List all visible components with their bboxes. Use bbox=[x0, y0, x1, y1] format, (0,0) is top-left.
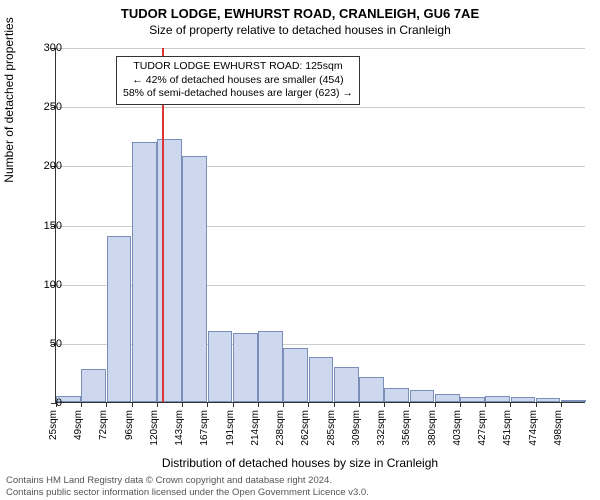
histogram-bar bbox=[81, 369, 106, 402]
xtick-label: 309sqm bbox=[351, 410, 362, 446]
xtick-mark bbox=[157, 402, 158, 407]
xtick-label: 96sqm bbox=[124, 410, 135, 440]
xtick-mark bbox=[561, 402, 562, 407]
y-axis-label: Number of detached properties bbox=[2, 0, 16, 250]
histogram-bar bbox=[258, 331, 283, 402]
xtick-mark bbox=[233, 402, 234, 407]
xtick-label: 403sqm bbox=[452, 410, 463, 446]
histogram-bar bbox=[334, 367, 359, 403]
histogram-bar bbox=[208, 331, 233, 402]
xtick-mark bbox=[334, 402, 335, 407]
footer-line1: Contains HM Land Registry data © Crown c… bbox=[6, 475, 594, 486]
xtick-mark bbox=[308, 402, 309, 407]
annotation-line2: ← 42% of detached houses are smaller (45… bbox=[123, 74, 353, 88]
annotation-box: TUDOR LODGE EWHURST ROAD: 125sqm← 42% of… bbox=[116, 56, 360, 105]
xtick-mark bbox=[182, 402, 183, 407]
ytick-label: 100 bbox=[32, 279, 62, 291]
xtick-label: 427sqm bbox=[477, 410, 488, 446]
xtick-label: 238sqm bbox=[275, 410, 286, 446]
plot-area: 25sqm49sqm72sqm96sqm120sqm143sqm167sqm19… bbox=[55, 48, 585, 403]
xtick-label: 191sqm bbox=[225, 410, 236, 446]
ytick-label: 300 bbox=[32, 42, 62, 54]
xtick-label: 285sqm bbox=[326, 410, 337, 446]
xtick-mark bbox=[81, 402, 82, 407]
xtick-mark bbox=[460, 402, 461, 407]
xtick-label: 380sqm bbox=[427, 410, 438, 446]
xtick-label: 474sqm bbox=[528, 410, 539, 446]
histogram-bar bbox=[182, 156, 207, 402]
histogram-bar bbox=[485, 396, 510, 402]
annotation-line3: 58% of semi-detached houses are larger (… bbox=[123, 87, 353, 101]
annotation-line1: TUDOR LODGE EWHURST ROAD: 125sqm bbox=[123, 60, 353, 74]
histogram-bar bbox=[561, 400, 586, 402]
histogram-bar bbox=[132, 142, 157, 402]
xtick-label: 332sqm bbox=[376, 410, 387, 446]
xtick-mark bbox=[435, 402, 436, 407]
xtick-mark bbox=[536, 402, 537, 407]
footer-line2: Contains public sector information licen… bbox=[6, 487, 594, 498]
xtick-label: 25sqm bbox=[48, 410, 59, 440]
ytick-label: 200 bbox=[32, 160, 62, 172]
xtick-label: 72sqm bbox=[98, 410, 109, 440]
histogram-bar bbox=[233, 333, 258, 402]
xtick-label: 356sqm bbox=[401, 410, 412, 446]
chart-title-main: TUDOR LODGE, EWHURST ROAD, CRANLEIGH, GU… bbox=[0, 0, 600, 21]
xtick-label: 214sqm bbox=[250, 410, 261, 446]
histogram-bar bbox=[435, 394, 460, 402]
histogram-bar bbox=[410, 390, 435, 402]
xtick-mark bbox=[409, 402, 410, 407]
histogram-bar bbox=[283, 348, 308, 402]
histogram-bar bbox=[460, 397, 485, 402]
xtick-mark bbox=[283, 402, 284, 407]
xtick-label: 143sqm bbox=[174, 410, 185, 446]
x-axis-label: Distribution of detached houses by size … bbox=[0, 456, 600, 470]
xtick-label: 498sqm bbox=[553, 410, 564, 446]
histogram-bar bbox=[384, 388, 409, 402]
xtick-mark bbox=[132, 402, 133, 407]
histogram-bar bbox=[359, 377, 384, 402]
histogram-bar bbox=[107, 236, 132, 402]
histogram-bar bbox=[536, 398, 561, 402]
xtick-mark bbox=[106, 402, 107, 407]
xtick-mark bbox=[384, 402, 385, 407]
xtick-label: 120sqm bbox=[149, 410, 160, 446]
xtick-label: 49sqm bbox=[73, 410, 84, 440]
xtick-label: 262sqm bbox=[300, 410, 311, 446]
ytick-label: 50 bbox=[32, 338, 62, 350]
ytick-label: 0 bbox=[32, 397, 62, 409]
histogram-bar bbox=[157, 139, 182, 402]
footer-attribution: Contains HM Land Registry data © Crown c… bbox=[6, 475, 594, 498]
xtick-mark bbox=[510, 402, 511, 407]
xtick-label: 167sqm bbox=[199, 410, 210, 446]
histogram-bar bbox=[511, 397, 536, 402]
xtick-mark bbox=[207, 402, 208, 407]
xtick-mark bbox=[258, 402, 259, 407]
grid-line bbox=[56, 107, 585, 108]
xtick-mark bbox=[359, 402, 360, 407]
histogram-bar bbox=[309, 357, 334, 402]
grid-line bbox=[56, 48, 585, 49]
xtick-label: 451sqm bbox=[502, 410, 513, 446]
ytick-label: 150 bbox=[32, 220, 62, 232]
chart-title-sub: Size of property relative to detached ho… bbox=[0, 21, 600, 37]
ytick-label: 250 bbox=[32, 101, 62, 113]
xtick-mark bbox=[485, 402, 486, 407]
